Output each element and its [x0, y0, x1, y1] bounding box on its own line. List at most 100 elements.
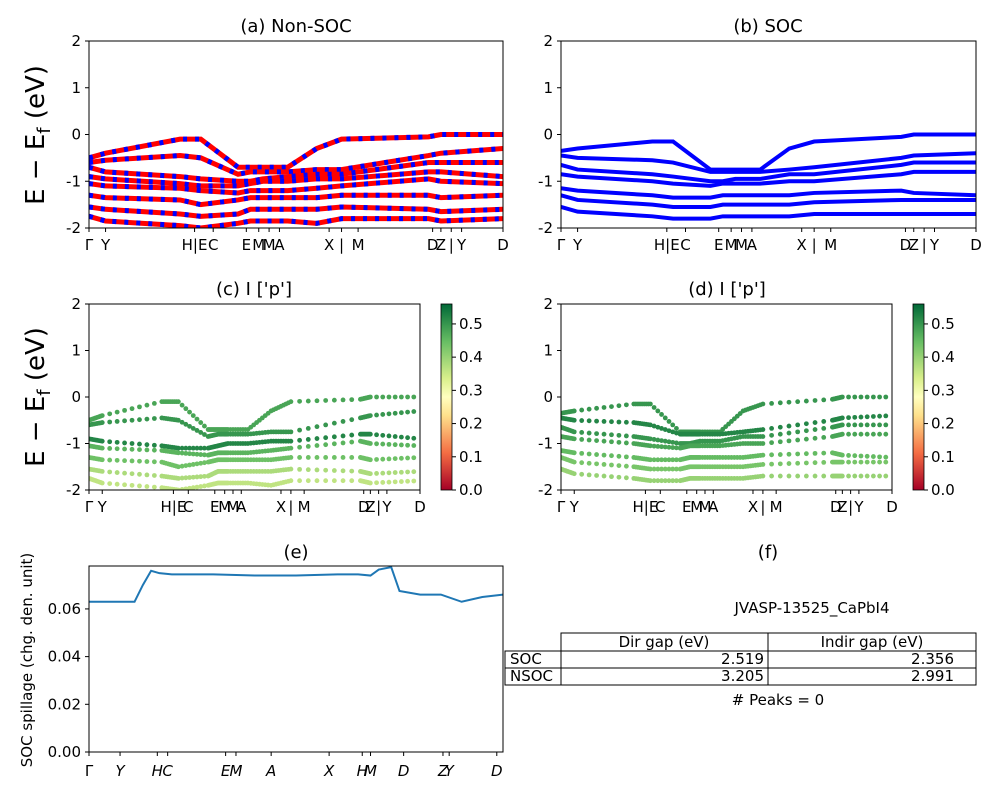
x-tick-label: E	[210, 498, 219, 516]
band-point	[579, 407, 585, 413]
band-point	[183, 450, 189, 456]
band-point	[647, 457, 653, 463]
band-point	[666, 439, 672, 445]
band-point	[651, 443, 657, 449]
band-point	[821, 434, 827, 440]
band-point	[659, 438, 664, 443]
band-point	[812, 473, 818, 479]
colorbar-tick-label: 0.4	[459, 348, 483, 366]
x-tick-label: E	[221, 762, 231, 780]
band-point	[586, 460, 592, 466]
band-point	[812, 420, 818, 425]
band-point	[870, 459, 876, 465]
band-point	[877, 459, 882, 465]
panel-e-title: (e)	[283, 542, 308, 563]
x-tick-label: Y	[853, 498, 864, 516]
band-point	[571, 450, 577, 456]
table-row	[504, 667, 977, 686]
band-line	[89, 146, 503, 177]
panel-f-title: (f)	[758, 542, 778, 563]
band-line	[89, 204, 503, 219]
band-point	[786, 473, 792, 479]
y-tick-label: -1	[538, 435, 553, 453]
band-point	[586, 418, 592, 424]
band-point	[769, 452, 774, 458]
ylabel-mid: E − Ef (eV)	[21, 327, 55, 467]
y-tick-label: -1	[538, 172, 553, 190]
band-point	[187, 462, 192, 468]
band-point	[151, 442, 157, 448]
band-point	[122, 418, 127, 424]
x-tick-label: C	[655, 498, 665, 516]
band-point	[594, 418, 599, 424]
band-point	[812, 450, 818, 456]
band-point	[411, 469, 417, 475]
band-point	[107, 446, 113, 451]
band-point	[623, 475, 629, 481]
band-point	[883, 431, 889, 437]
colorbar-tick-label: 0.3	[459, 381, 483, 399]
band-point	[340, 468, 346, 474]
band-point	[340, 455, 346, 460]
band-point	[107, 469, 113, 475]
band-point	[349, 439, 355, 445]
band-point	[129, 406, 135, 412]
band-point	[601, 431, 607, 437]
band-point	[594, 438, 599, 443]
band-point	[314, 398, 320, 404]
band-point	[297, 427, 302, 433]
band-point	[411, 394, 417, 400]
band-point	[405, 469, 410, 475]
band-point	[190, 451, 196, 457]
x-tick-label: |	[288, 498, 293, 516]
band-point	[137, 471, 142, 477]
band-point	[179, 445, 185, 451]
x-tick-label: A	[274, 236, 285, 254]
band-point	[194, 484, 200, 490]
band-point	[803, 436, 809, 442]
band-point	[586, 430, 592, 436]
band-point	[411, 435, 417, 441]
band-point	[777, 452, 783, 457]
band-point	[655, 457, 661, 463]
band-point	[839, 473, 845, 479]
band-point	[883, 422, 889, 428]
band-point	[367, 471, 373, 477]
x-tick-label: M	[227, 498, 240, 516]
band-point	[647, 443, 653, 449]
x-tick-label: Y	[572, 236, 583, 254]
band-point	[616, 403, 622, 409]
row-label-nsoc: NSOC	[510, 667, 553, 685]
band-point	[99, 438, 105, 444]
band-point	[601, 438, 607, 444]
band-point	[594, 452, 599, 457]
band-point	[323, 467, 329, 473]
x-tick-label: X	[324, 236, 334, 254]
band-point	[190, 413, 196, 418]
band-point	[609, 474, 614, 480]
band-point	[349, 432, 355, 438]
band-point	[202, 445, 207, 451]
x-tick-label: Y	[445, 762, 456, 780]
x-tick-label: D	[427, 236, 439, 254]
band-point	[411, 478, 417, 484]
nsoc-dir-gap: 3.205	[721, 667, 764, 685]
band-point	[777, 431, 783, 437]
band-point	[323, 435, 329, 441]
band-point	[314, 467, 320, 473]
band-point	[288, 438, 294, 444]
band-point	[795, 473, 801, 479]
band-point	[288, 445, 294, 451]
band-point	[137, 458, 142, 464]
band-point	[114, 457, 120, 463]
x-tick-label: Γ	[557, 236, 566, 254]
header-indir-gap: Indir gap (eV)	[821, 633, 924, 651]
band-point	[349, 455, 355, 460]
gap-table: Dir gap (eV) Indir gap (eV) SOC 2.519 2.…	[504, 632, 977, 686]
band-line	[561, 186, 976, 200]
band-point	[877, 422, 882, 428]
band-point	[405, 394, 410, 400]
band-point	[331, 455, 337, 460]
x-tick-label: Γ	[85, 762, 94, 780]
